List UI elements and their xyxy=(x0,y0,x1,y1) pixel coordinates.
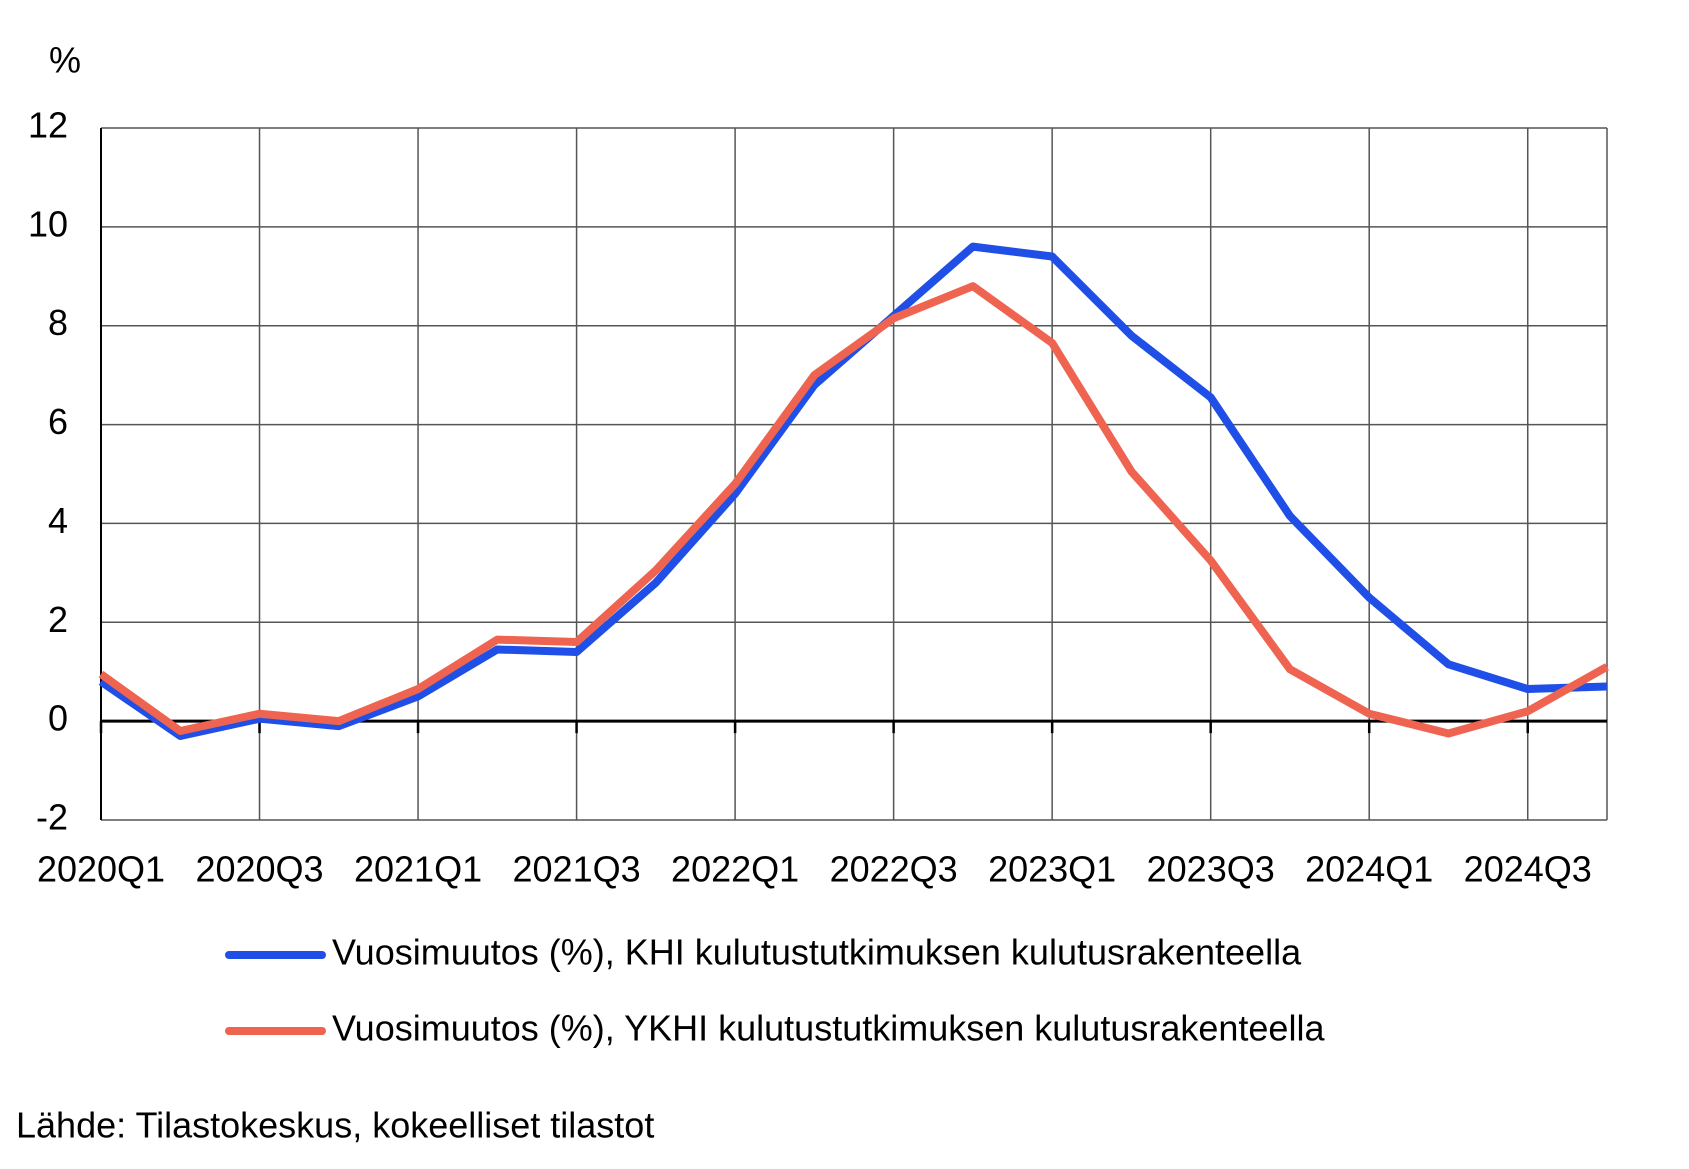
x-tick-label: 2023Q1 xyxy=(988,849,1116,890)
legend-label: Vuosimuutos (%), YKHI kulutustutkimuksen… xyxy=(332,1008,1325,1049)
y-tick-label: 2 xyxy=(48,599,68,640)
y-tick-label: 4 xyxy=(48,500,68,541)
series-line xyxy=(98,282,1609,738)
y-tick-label: 8 xyxy=(48,302,68,343)
x-tick-label: 2021Q3 xyxy=(513,849,641,890)
y-tick-label: 10 xyxy=(28,203,68,244)
y-tick-label: 0 xyxy=(48,698,68,739)
x-tick-label: 2022Q1 xyxy=(671,849,799,890)
legend-label: Vuosimuutos (%), KHI kulutustutkimuksen … xyxy=(332,932,1302,973)
x-tick-label: 2023Q3 xyxy=(1147,849,1275,890)
x-tick-label: 2020Q3 xyxy=(195,849,323,890)
y-tick-label: -2 xyxy=(36,797,68,838)
x-tick-label: 2024Q1 xyxy=(1305,849,1433,890)
x-tick-label: 2021Q1 xyxy=(354,849,482,890)
y-tick-label: 12 xyxy=(28,105,68,146)
series-line xyxy=(98,242,1608,740)
y-tick-label: 6 xyxy=(48,401,68,442)
y-unit: % xyxy=(49,40,81,81)
x-tick-label: 2022Q3 xyxy=(830,849,958,890)
source-note: Lähde: Tilastokeskus, kokeelliset tilast… xyxy=(16,1105,654,1146)
x-tick-label: 2020Q1 xyxy=(37,849,165,890)
x-tick-label: 2024Q3 xyxy=(1464,849,1592,890)
